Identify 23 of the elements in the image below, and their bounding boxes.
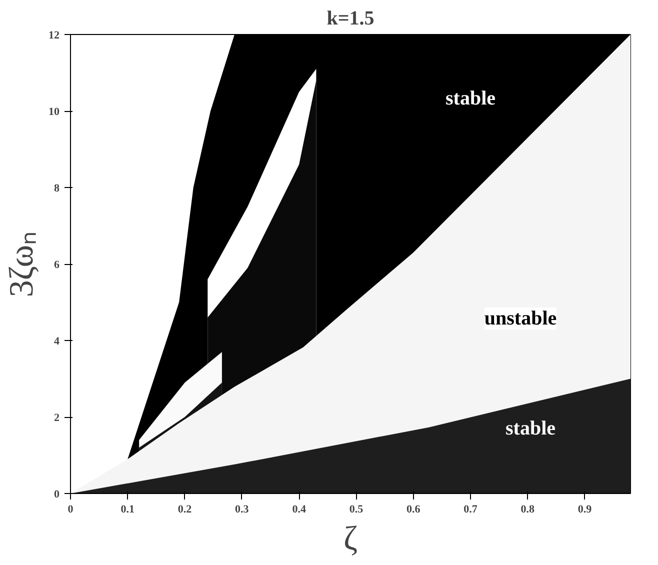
y-tick-label: 2: [54, 412, 60, 424]
x-tick-label: 0: [68, 504, 74, 516]
x-tick-label: 0.7: [464, 504, 478, 516]
x-tick-label: 0.1: [120, 504, 135, 516]
y-axis-title: 3ζωₙ: [4, 230, 40, 298]
y-tick-label: 8: [54, 182, 60, 194]
y-tick-label: 0: [54, 488, 60, 500]
chart-title: k=1.5: [326, 8, 374, 30]
annotation: unstable: [484, 308, 557, 330]
x-tick-label: 0.8: [520, 504, 536, 516]
x-tick-label: 0.4: [292, 504, 306, 516]
y-tick-label: 12: [48, 30, 60, 42]
x-tick-label: 0.2: [178, 504, 192, 516]
x-tick-label: 0.5: [349, 504, 364, 516]
x-tick-label: 0.9: [578, 504, 592, 516]
x-tick-label: 0.6: [406, 504, 421, 516]
y-tick-label: 4: [54, 336, 60, 348]
x-axis-title: ζ: [343, 520, 358, 558]
y-tick-label: 10: [48, 106, 60, 118]
annotation: stable: [506, 418, 556, 440]
annotation: stable: [446, 88, 496, 110]
x-tick-label: 0.3: [235, 504, 250, 516]
y-tick-label: 6: [54, 259, 60, 271]
